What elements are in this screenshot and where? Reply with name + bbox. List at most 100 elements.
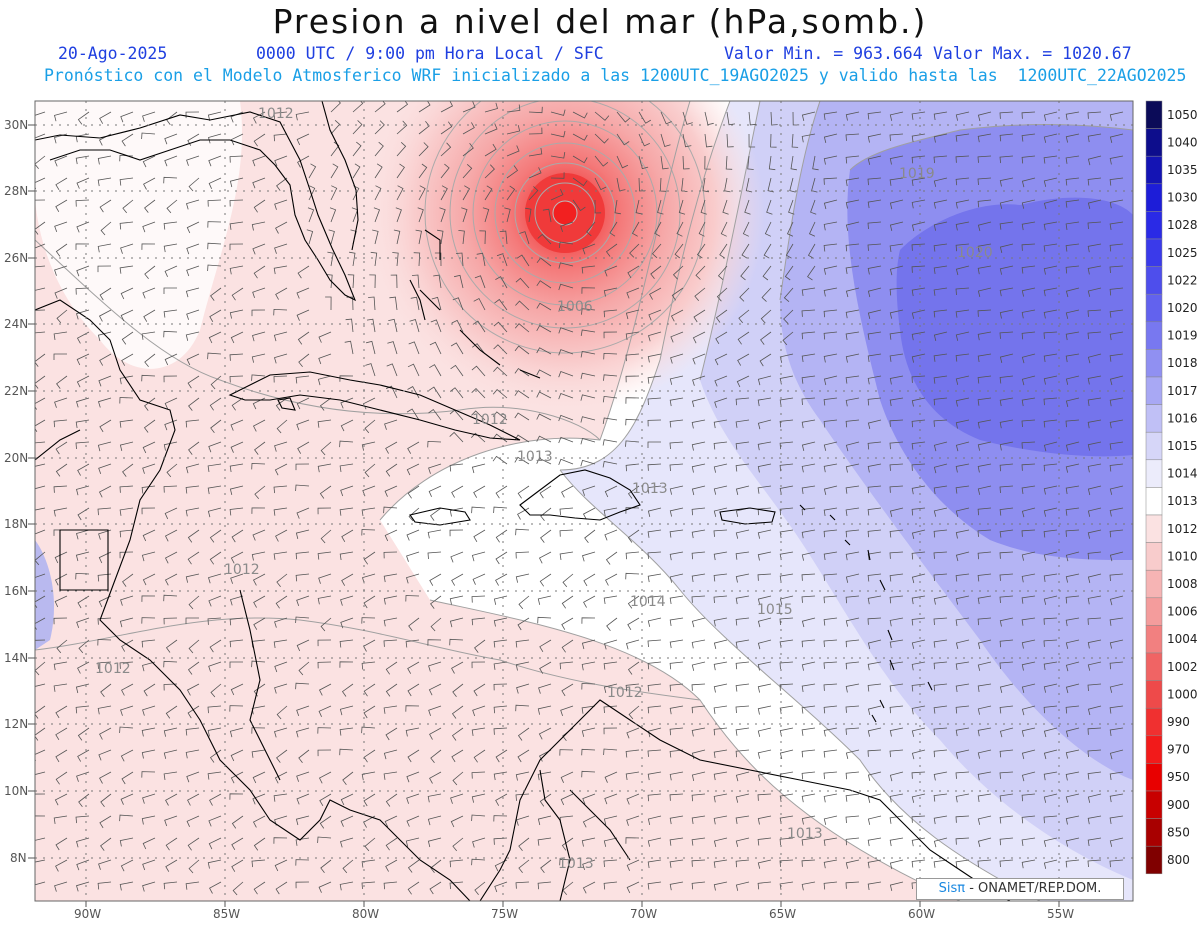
wind-barb — [1021, 287, 1036, 297]
wind-barb — [581, 639, 596, 650]
wind-barb — [845, 881, 860, 889]
wind-barb — [867, 243, 882, 251]
wind-barb — [455, 252, 464, 267]
wind-barb — [604, 485, 618, 498]
wind-barb — [1021, 199, 1036, 209]
wind-barb — [230, 551, 244, 564]
wind-barb — [76, 265, 90, 277]
wind-barb — [603, 507, 618, 517]
wind-barb — [1065, 815, 1080, 825]
wind-barb — [1021, 463, 1036, 471]
wind-barb — [977, 485, 992, 495]
wind-barb — [823, 111, 838, 121]
wind-barb — [792, 111, 800, 126]
wind-barb — [1043, 353, 1058, 363]
wind-barb — [999, 551, 1014, 559]
wind-barb — [669, 639, 684, 649]
wind-barb — [493, 639, 508, 648]
wind-barb — [823, 661, 838, 669]
wind-barb — [119, 617, 134, 628]
wind-barb — [704, 155, 711, 170]
wind-barb — [594, 177, 607, 191]
wind-barb — [55, 177, 68, 191]
wind-barb — [418, 163, 428, 179]
colorbar-swatch — [1145, 625, 1163, 654]
wind-barb — [165, 837, 178, 851]
wind-barb — [602, 439, 618, 446]
wind-barb — [550, 189, 564, 201]
wind-barb — [933, 727, 948, 736]
wind-barb — [504, 207, 511, 223]
wind-barb — [713, 419, 728, 429]
wind-barb — [740, 265, 750, 281]
wind-barb — [603, 331, 618, 339]
wind-barb — [275, 595, 288, 609]
wind-barb — [165, 639, 178, 653]
wind-barb — [628, 705, 640, 720]
wind-barb — [581, 661, 596, 671]
wind-barb — [361, 507, 376, 516]
wind-barb — [472, 837, 486, 848]
wind-barb — [163, 221, 178, 230]
wind-barb — [449, 529, 464, 537]
wind-barb — [406, 793, 420, 804]
wind-barb — [493, 617, 508, 627]
wind-barb — [867, 111, 882, 120]
wind-barb — [1109, 683, 1124, 693]
wind-barb — [275, 397, 288, 411]
wind-barb — [911, 705, 926, 715]
wind-barb — [451, 319, 464, 333]
wind-barb — [999, 727, 1014, 738]
wind-barb — [1065, 683, 1080, 694]
wind-barb — [141, 374, 156, 382]
wind-barb — [669, 815, 684, 825]
wind-barb — [388, 318, 398, 333]
wind-barb — [559, 529, 574, 537]
wind-barb — [889, 837, 904, 847]
wind-barb — [582, 859, 596, 871]
wind-barb — [823, 837, 838, 847]
wind-barb — [53, 331, 68, 340]
wind-barb — [889, 441, 904, 450]
wind-barb — [757, 881, 772, 890]
wind-barb — [999, 507, 1014, 516]
min-value: Valor Min. = 963.664 — [724, 44, 923, 63]
wind-barb — [757, 859, 772, 869]
colorbar-label: 850 — [1167, 825, 1190, 839]
wind-barb — [35, 199, 46, 201]
wind-barb — [76, 309, 90, 320]
wind-barb — [691, 815, 706, 824]
wind-barb — [296, 397, 310, 410]
wind-barb — [374, 185, 382, 201]
wind-barb — [374, 141, 384, 157]
wind-barb — [691, 573, 706, 583]
wind-barb — [209, 881, 222, 894]
wind-barb — [537, 815, 552, 826]
wind-barb — [911, 397, 926, 407]
wind-barb — [1043, 309, 1058, 319]
wind-barb — [35, 771, 46, 775]
wind-barb — [1043, 749, 1058, 760]
wind-barb — [372, 229, 379, 245]
wind-barb — [759, 353, 772, 367]
wind-barb — [273, 551, 288, 560]
wind-barb — [78, 793, 90, 807]
wind-barb — [603, 859, 618, 868]
wind-barb — [1087, 595, 1102, 605]
wind-barb — [418, 101, 431, 113]
wind-barb — [1043, 485, 1058, 495]
wind-barb — [428, 661, 442, 672]
lat-label: 28N — [4, 184, 28, 198]
wind-barb — [75, 441, 90, 450]
wind-barb — [845, 595, 860, 604]
colorbar-label: 950 — [1167, 770, 1190, 784]
wind-barb — [539, 639, 552, 653]
wind-barb — [407, 749, 420, 763]
colorbar-swatch — [1145, 487, 1163, 516]
wind-barb — [185, 485, 200, 494]
wind-barb — [273, 793, 288, 802]
wind-barb — [449, 859, 464, 868]
wind-barb — [188, 639, 200, 654]
lon-label: 75W — [491, 907, 518, 921]
wind-barb — [581, 748, 596, 756]
